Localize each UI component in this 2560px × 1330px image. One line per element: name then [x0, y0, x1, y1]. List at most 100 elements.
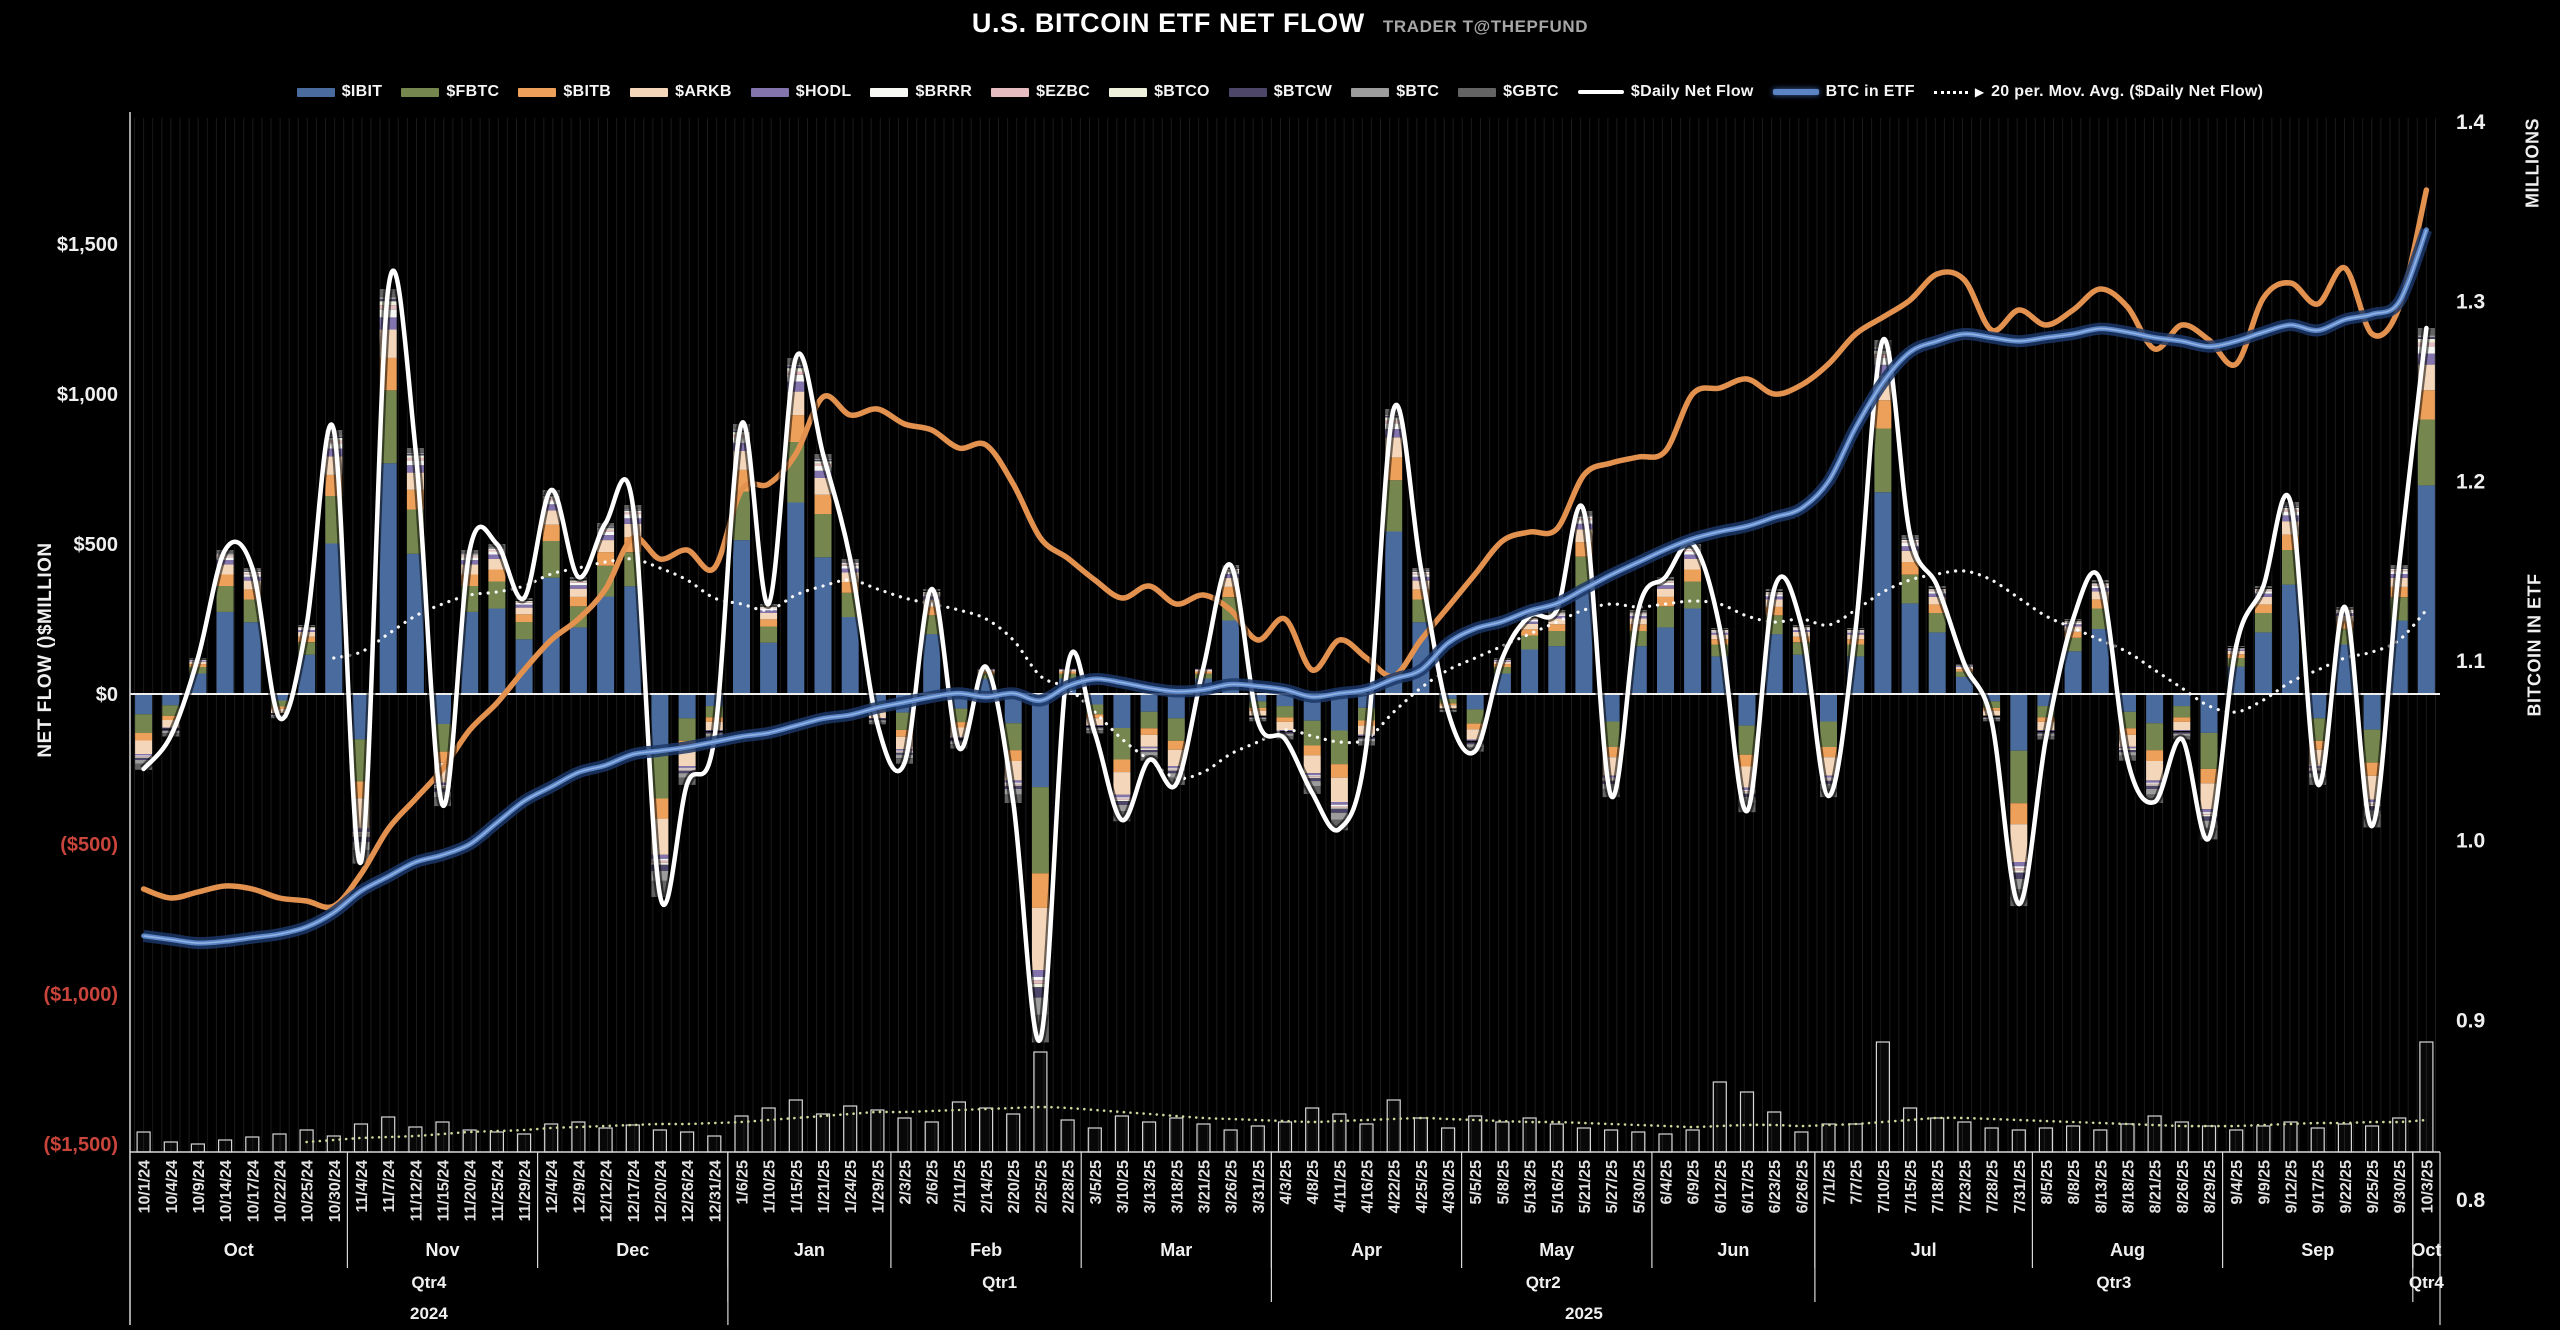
bar-segment-btco — [2200, 815, 2218, 817]
date-label: 3/26/25 — [1224, 1160, 1241, 1213]
bar-segment-btcw — [1303, 778, 1321, 782]
bar-segment-btco — [1113, 799, 1131, 802]
date-label: 6/12/25 — [1713, 1160, 1730, 1213]
volume-bar — [761, 1107, 776, 1153]
bar-segment-arkb — [135, 740, 153, 754]
date-label: 5/21/25 — [1577, 1160, 1594, 1213]
bar-segment-ibit — [406, 553, 424, 694]
volume-bar — [218, 1139, 233, 1153]
bar-segment-btcw — [678, 770, 696, 774]
date-label: 6/4/25 — [1659, 1160, 1676, 1205]
legend-item-label: $BTCW — [1273, 83, 1333, 100]
bar-segment-brrr — [1738, 789, 1756, 792]
bar-segment-bitb — [841, 582, 859, 593]
bar-segment-arkb — [1330, 777, 1348, 802]
bar-segment-ibit — [2254, 632, 2272, 694]
date-label: 10/30/24 — [327, 1160, 344, 1222]
volume-bar — [924, 1121, 939, 1153]
bar-segment-ibit — [2363, 694, 2381, 730]
date-label: 8/5/25 — [2039, 1160, 2056, 1205]
legend-item-label: $BITB — [563, 83, 612, 100]
date-label: 11/7/24 — [381, 1160, 398, 1213]
bar-segment-bitb — [2119, 728, 2136, 735]
date-label: 8/26/25 — [2175, 1160, 2192, 1213]
bar-segment-fbtc — [760, 626, 778, 643]
bar-segment-fbtc — [678, 718, 696, 741]
right-axis-tick: 1.4 — [2456, 111, 2486, 134]
bar-segment-ibit — [1575, 589, 1593, 694]
bar-segment-brrr — [1140, 748, 1158, 749]
bar-segment-fbtc — [515, 622, 533, 640]
legend-item-label: $GBTC — [1503, 83, 1559, 100]
bar-segment-hodl — [1738, 787, 1756, 790]
volume-bar — [897, 1117, 912, 1153]
date-label: 1/15/25 — [789, 1160, 806, 1213]
date-label: 1/24/25 — [843, 1160, 860, 1213]
date-label: 9/17/25 — [2311, 1160, 2328, 1213]
legend-item--hodl: $HODL — [750, 83, 852, 101]
bar-segment-brrr — [678, 767, 696, 769]
bar-segment-ibit — [2282, 584, 2299, 694]
bar-segment-hodl — [1113, 794, 1131, 798]
bar-segment-bitb — [597, 552, 615, 566]
bar-segment-ibit — [1031, 694, 1049, 788]
volume-bar — [1386, 1099, 1401, 1153]
date-label: 11/4/24 — [354, 1160, 371, 1213]
bar-segment-bitb — [1031, 873, 1049, 908]
legend-item--btcw: $BTCW — [1228, 83, 1333, 101]
volume-bar — [1332, 1113, 1347, 1153]
date-label: 4/8/25 — [1305, 1160, 1322, 1205]
date-label: 6/9/25 — [1686, 1160, 1703, 1205]
bar-segment-fbtc — [1901, 574, 1919, 604]
legend: $IBIT $FBTC $BITB $ARKB $HODL $BRRR $EZBC $BTCO… — [0, 83, 2560, 101]
bar-segment-btc — [1140, 752, 1158, 756]
volume-bar — [326, 1135, 341, 1153]
bar-segment-ibit — [1928, 632, 1946, 694]
volume-bar — [1413, 1117, 1429, 1153]
bar-segment-arkb — [1222, 577, 1240, 587]
legend-bar-swatch — [1109, 87, 1148, 97]
legend-dotted-swatch — [1933, 90, 1968, 94]
bar-segment-btcw — [1738, 793, 1756, 797]
date-label: 3/18/25 — [1169, 1160, 1186, 1213]
bar-segment-ibit — [1140, 694, 1158, 712]
bar-segment-arkb — [2173, 721, 2191, 730]
volume-bar — [598, 1127, 613, 1153]
bar-segment-ibit — [1167, 694, 1185, 719]
date-tick-labels: 10/1/24 10/4/24 10/9/24 10/14/24 10/17/24 10/… — [137, 1160, 2437, 1222]
bar-segment-ezbc — [1303, 776, 1321, 778]
bar-segment-ezbc — [2010, 868, 2028, 871]
date-label: 8/18/25 — [2121, 1160, 2138, 1213]
volume-bar — [2147, 1115, 2162, 1153]
left-axis-tick: $0 — [96, 684, 118, 706]
bar-segment-arkb — [162, 720, 180, 728]
bar-segment-bitb — [1167, 740, 1185, 750]
volume-bar — [679, 1131, 695, 1153]
date-label: 3/10/25 — [1115, 1160, 1132, 1213]
volume-bar — [1196, 1123, 1211, 1153]
bar-segment-btcw — [2173, 732, 2191, 734]
bar-segment-bitb — [1222, 586, 1240, 598]
orange-price-line — [140, 187, 2430, 911]
bar-segment-ibit — [2146, 694, 2164, 724]
legend-item-label: $ARKB — [675, 83, 732, 100]
volume-bar — [435, 1121, 450, 1153]
bar-segment-btc — [2010, 878, 2028, 890]
date-label: 10/22/24 — [273, 1160, 290, 1222]
date-label: 6/17/25 — [1740, 1160, 1757, 1213]
volume-bar — [1305, 1107, 1320, 1153]
bar-segment-ibit — [1657, 627, 1674, 694]
bar-segment-fbtc — [2254, 613, 2272, 633]
volume-bar — [408, 1126, 423, 1153]
legend-bar-swatch — [1228, 87, 1267, 97]
volume-bar — [1223, 1129, 1238, 1153]
month-label: Oct — [224, 1240, 254, 1260]
bar-segment-btcw — [2363, 806, 2381, 811]
bar-segment-hodl — [569, 585, 587, 589]
bar-segment-arkb — [1303, 755, 1321, 774]
bar-segment-ibit — [325, 543, 343, 694]
month-label: Jan — [794, 1240, 825, 1260]
bar-segment-bitb — [2146, 750, 2164, 761]
bar-segment-ibit — [2064, 651, 2082, 695]
volume-bar — [707, 1135, 722, 1153]
